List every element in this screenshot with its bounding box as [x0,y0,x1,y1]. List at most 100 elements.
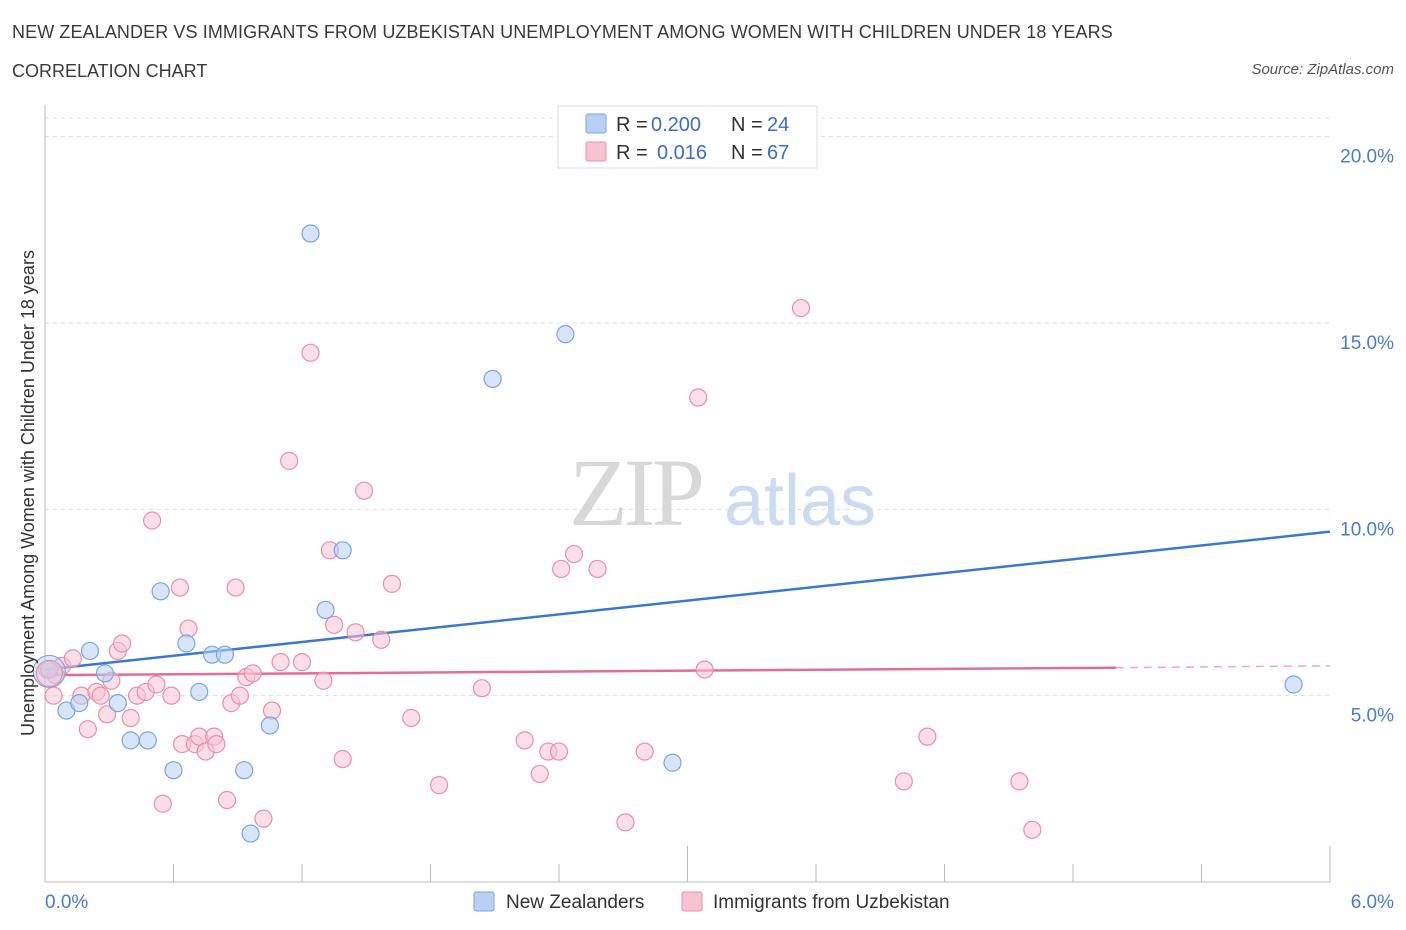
point-uzbekistan [230,686,249,705]
point-uzbekistan [552,559,571,579]
legend-r-label-1: R = [616,114,648,136]
point-new-zealanders [80,641,100,661]
legend-r-value-2: 0.016 [657,142,707,164]
legend-swatch-pink [585,141,607,162]
x-tick-label-min: 0.0% [45,892,88,913]
point-uzbekistan [162,686,181,705]
chart-subtitle: CORRELATION CHART [12,61,208,81]
point-new-zealanders [301,224,320,243]
point-uzbekistan [515,731,534,750]
point-new-zealanders [235,761,254,780]
point-new-zealanders [663,753,682,772]
point-uzbekistan [153,794,172,813]
legend-r-value-1: 0.200 [651,114,701,136]
point-uzbekistan [530,764,549,784]
point-new-zealanders [121,731,140,750]
point-uzbekistan [402,708,421,728]
point-uzbekistan [292,653,312,672]
point-new-zealanders [215,645,234,664]
point-new-zealanders [190,682,209,702]
point-uzbekistan [91,686,110,705]
point-uzbekistan [142,511,162,530]
point-uzbekistan [382,574,402,593]
series-legend-swatch-blue [473,891,495,912]
x-tick-labels: 0.0% 6.0% [45,892,1394,913]
axes [44,105,1331,883]
point-uzbekistan [689,388,708,407]
point-uzbekistan [243,664,262,683]
grid-lines [45,117,1330,697]
point-new-zealanders [151,582,170,601]
point-uzbekistan [78,720,97,739]
point-new-zealanders [138,731,157,750]
point-uzbekistan [280,451,299,470]
point-new-zealanders [483,369,502,388]
point-uzbekistan [616,813,635,832]
point-new-zealanders [70,694,89,713]
point-uzbekistan [325,615,344,634]
point-uzbekistan [1023,820,1042,839]
legend-n-label-1: N = [731,114,763,136]
point-uzbekistan [226,578,245,597]
legend-n-label-2: N = [731,142,763,164]
point-uzbekistan [695,660,714,679]
point-new-zealanders [164,761,183,780]
y-tick-label: 5.0% [1351,706,1394,727]
watermark: ZIP atlas [569,439,876,546]
point-uzbekistan [429,776,449,795]
point-new-zealanders [95,664,115,683]
y-tick-label: 15.0% [1340,333,1394,354]
series-legend-label-2: Immigrants from Uzbekistan [713,892,950,913]
source-credit: Source: ZipAtlas.com [1251,61,1394,78]
trend-line-uzbekistan-extrapolated [1115,665,1331,669]
trend-line-new-zealanders [44,530,1331,671]
point-uzbekistan [588,559,607,579]
series-legend-swatch-pink [681,891,703,912]
series-legend-label-1: New Zealanders [506,892,644,913]
point-uzbekistan [894,772,913,791]
point-uzbekistan [301,343,320,362]
trend-line-uzbekistan [44,666,1116,677]
point-uzbekistan [564,544,584,564]
point-new-zealanders [333,541,352,560]
correlation-legend: R = 0.200 N = 24 R = 0.016 N = 67 [557,105,818,169]
watermark-atlas: atlas [724,461,876,541]
x-tick-label-max: 6.0% [1351,892,1394,913]
point-uzbekistan [918,727,937,746]
point-uzbekistan [791,298,811,318]
point-uzbekistan [121,708,140,728]
point-new-zealanders [177,634,196,653]
point-uzbekistan [262,701,282,720]
y-tick-label: 20.0% [1340,147,1394,168]
legend-n-value-1: 24 [767,114,789,136]
y-tick-labels: 5.0% 10.0% 15.0% 20.0% [1340,147,1394,727]
point-new-zealanders [1284,675,1303,694]
data-points [32,224,1303,843]
y-tick-label: 10.0% [1340,519,1394,540]
point-uzbekistan [1010,772,1029,791]
point-uzbekistan [346,623,365,642]
point-uzbekistan [549,742,569,761]
point-new-zealanders [260,716,279,735]
point-uzbekistan [170,578,190,597]
point-uzbekistan [271,653,290,672]
point-cluster-uzbekistan [35,659,63,687]
point-uzbekistan [63,649,82,668]
point-uzbekistan [179,619,198,638]
legend-r-label-2: R = [616,142,648,164]
point-uzbekistan [472,679,491,698]
trend-lines [44,530,1331,677]
watermark-zip: ZIP [569,439,702,546]
point-uzbekistan [635,742,654,761]
legend-n-value-2: 67 [767,142,789,164]
point-uzbekistan [355,481,374,500]
legend-swatch-blue [585,113,607,134]
point-uzbekistan [98,705,117,724]
point-uzbekistan [372,630,391,649]
point-uzbekistan [112,634,132,653]
point-uzbekistan [207,735,226,754]
point-new-zealanders [241,824,260,843]
chart-title: NEW ZEALANDER VS IMMIGRANTS FROM UZBEKIS… [12,22,1113,42]
point-uzbekistan [44,686,63,705]
